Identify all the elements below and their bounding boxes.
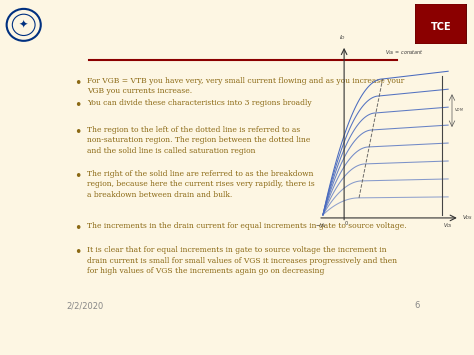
FancyBboxPatch shape bbox=[415, 4, 467, 44]
Text: $V_{GS}$ = constant: $V_{GS}$ = constant bbox=[384, 48, 423, 57]
Text: The right of the solid line are referred to as the breakdown
region, because her: The right of the solid line are referred… bbox=[87, 170, 315, 198]
Text: 2/2/2020: 2/2/2020 bbox=[66, 301, 104, 311]
Text: •: • bbox=[74, 222, 82, 235]
Text: 6: 6 bbox=[414, 301, 419, 311]
Text: •: • bbox=[74, 99, 82, 111]
Text: •: • bbox=[74, 246, 82, 259]
Text: ✦: ✦ bbox=[19, 20, 28, 30]
Text: 0: 0 bbox=[345, 221, 347, 226]
Text: $V_{DS}$: $V_{DS}$ bbox=[443, 221, 453, 230]
Text: TCE: TCE bbox=[430, 22, 451, 32]
Text: It is clear that for equal increments in gate to source voltage the increment in: It is clear that for equal increments in… bbox=[87, 246, 397, 275]
Text: The increments in the drain current for equal increments in gate to source volta: The increments in the drain current for … bbox=[87, 222, 406, 230]
Text: $I_D$: $I_D$ bbox=[339, 33, 346, 42]
Text: $V_{DM}$: $V_{DM}$ bbox=[454, 106, 464, 114]
Text: $V_{DS}$: $V_{DS}$ bbox=[462, 213, 473, 222]
Text: For VGB = VTB you have very, very small current flowing and as you increase your: For VGB = VTB you have very, very small … bbox=[87, 77, 404, 95]
Text: •: • bbox=[74, 126, 82, 139]
Text: •: • bbox=[74, 77, 82, 90]
Text: $-V_b$: $-V_b$ bbox=[315, 221, 327, 230]
Text: You can divide these characteristics into 3 regions broadly: You can divide these characteristics int… bbox=[87, 99, 311, 106]
Text: •: • bbox=[74, 170, 82, 183]
Text: The region to the left of the dotted line is referred to as
non-saturation regio: The region to the left of the dotted lin… bbox=[87, 126, 310, 155]
